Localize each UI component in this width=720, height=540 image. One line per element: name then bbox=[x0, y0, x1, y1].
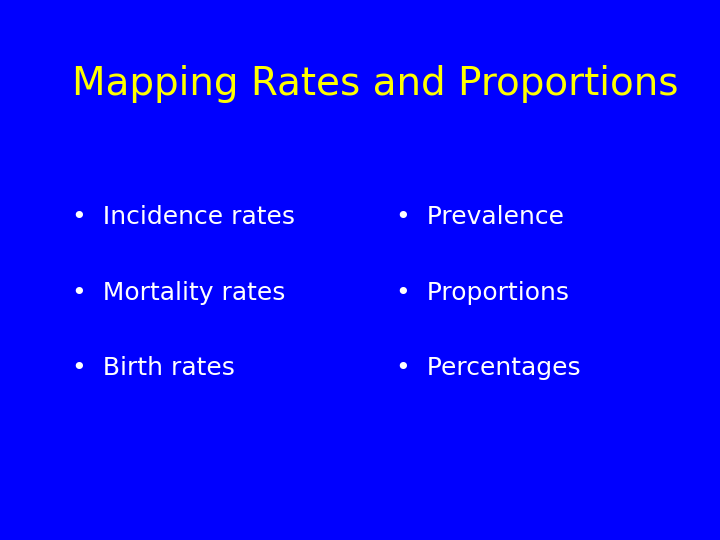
Text: •  Mortality rates: • Mortality rates bbox=[72, 281, 285, 305]
Text: •  Prevalence: • Prevalence bbox=[396, 205, 564, 229]
Text: •  Incidence rates: • Incidence rates bbox=[72, 205, 295, 229]
Text: •  Percentages: • Percentages bbox=[396, 356, 580, 380]
Text: Mapping Rates and Proportions: Mapping Rates and Proportions bbox=[72, 65, 678, 103]
Text: •  Birth rates: • Birth rates bbox=[72, 356, 235, 380]
Text: •  Proportions: • Proportions bbox=[396, 281, 569, 305]
